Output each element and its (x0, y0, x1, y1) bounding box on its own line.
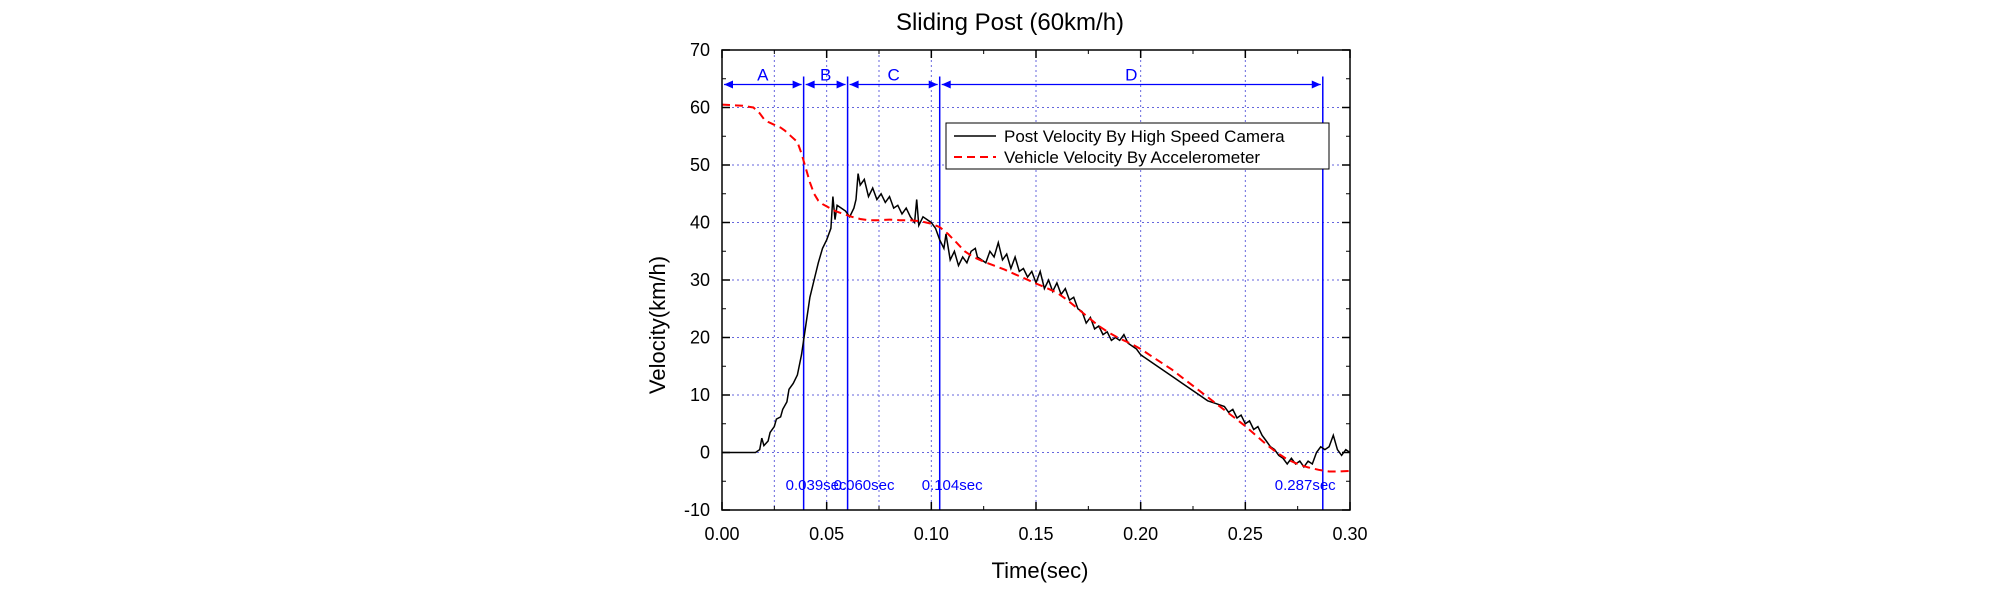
marker-time-label: 0.039sec (786, 477, 847, 494)
y-tick-label: -10 (684, 500, 710, 520)
marker-time-label: 0.104sec (922, 477, 983, 494)
y-axis-label: Velocity(km/h) (645, 256, 670, 394)
series-layer (721, 103, 1351, 473)
x-tick-label: 0.00 (704, 524, 739, 544)
phase-arrowhead-left (724, 80, 733, 89)
tick-layer: 0.00 0.05 0.10 0.15 0.20 0.25 0.30 -10 0 10 20 30 40… (684, 40, 1368, 544)
x-tick-label: 0.25 (1228, 524, 1263, 544)
vehicle-velocity-line (721, 103, 1351, 473)
phase-label: B (820, 66, 831, 85)
marker-time-label: 0.287sec (1275, 477, 1336, 494)
phase-label: A (757, 66, 769, 85)
phase-arrowhead-right (1311, 80, 1321, 89)
post-velocity-line (722, 173, 1351, 469)
phase-arrowhead-left (849, 80, 859, 89)
phase-label: C (888, 66, 900, 85)
y-tick-label: 40 (690, 213, 710, 233)
x-tick-label: 0.15 (1018, 524, 1053, 544)
y-tick-label: 10 (690, 385, 710, 405)
phase-arrowhead-left (941, 80, 951, 89)
y-tick-label: 50 (690, 155, 710, 175)
x-tick-label: 0.05 (809, 524, 844, 544)
legend-entry: Post Velocity By High Speed Camera (1004, 127, 1285, 146)
legend: Post Velocity By High Speed Camera Vehicl… (945, 122, 1330, 170)
legend-box (945, 122, 1330, 170)
y-tick-label: 60 (690, 98, 710, 118)
y-tick-label: 0 (700, 443, 710, 463)
y-tick-label: 20 (690, 328, 710, 348)
phase-arrowhead-left (805, 80, 815, 89)
x-axis-label: Time(sec) (992, 558, 1089, 583)
legend-entry: Vehicle Velocity By Accelerometer (1004, 148, 1260, 167)
x-tick-label: 0.20 (1123, 524, 1158, 544)
phase-arrowhead-right (792, 80, 802, 89)
x-tick-label: 0.10 (914, 524, 949, 544)
phase-label: D (1125, 66, 1137, 85)
y-tick-label: 70 (690, 40, 710, 60)
x-tick-label: 0.30 (1332, 524, 1367, 544)
y-tick-label: 30 (690, 270, 710, 290)
phase-arrowhead-right (928, 80, 938, 89)
marker-time-label: 0.060sec (834, 477, 895, 494)
grid-layer (722, 50, 1350, 510)
chart-title: Sliding Post (60km/h) (896, 9, 1124, 36)
phase-arrowhead-right (836, 80, 846, 89)
